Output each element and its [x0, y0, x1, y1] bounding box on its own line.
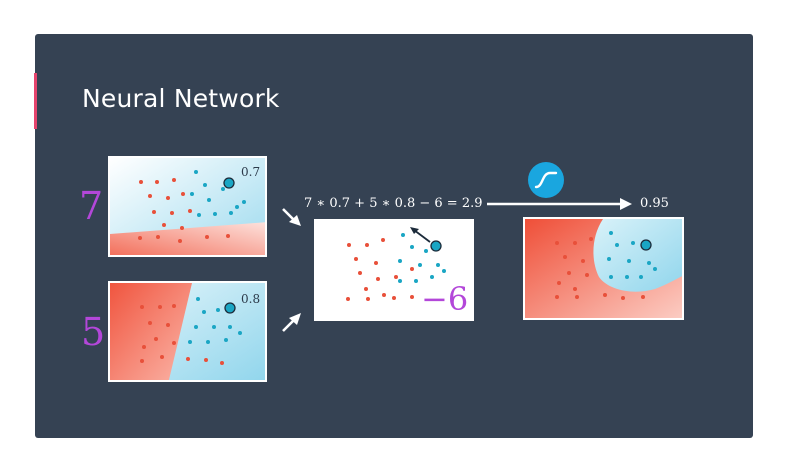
input-model-plot-bottom	[110, 283, 265, 380]
weighted-sum-equation: 7 ∗ 0.7 + 5 ∗ 0.8 − 6 = 2.9	[304, 196, 483, 211]
combined-model-plot	[346, 227, 446, 301]
bias-label: −6	[421, 280, 469, 318]
sigmoid-output-value: 0.95	[640, 196, 669, 211]
input-model-panel-top: 0.7	[108, 156, 267, 257]
input-model-plot-top	[110, 158, 265, 255]
slide-title: Neural Network	[82, 84, 280, 113]
output-model-panel	[523, 217, 684, 320]
weight-label-top: 7	[79, 184, 104, 228]
output-model-plot	[525, 219, 682, 318]
combined-model-panel	[314, 219, 474, 321]
weight-label-bottom: 5	[81, 310, 106, 354]
sigmoid-icon	[528, 162, 564, 198]
input-probability-bottom: 0.8	[241, 292, 261, 306]
title-accent-bar	[34, 73, 37, 129]
input-probability-top: 0.7	[241, 165, 261, 179]
input-model-panel-bottom: 0.8	[108, 281, 267, 382]
